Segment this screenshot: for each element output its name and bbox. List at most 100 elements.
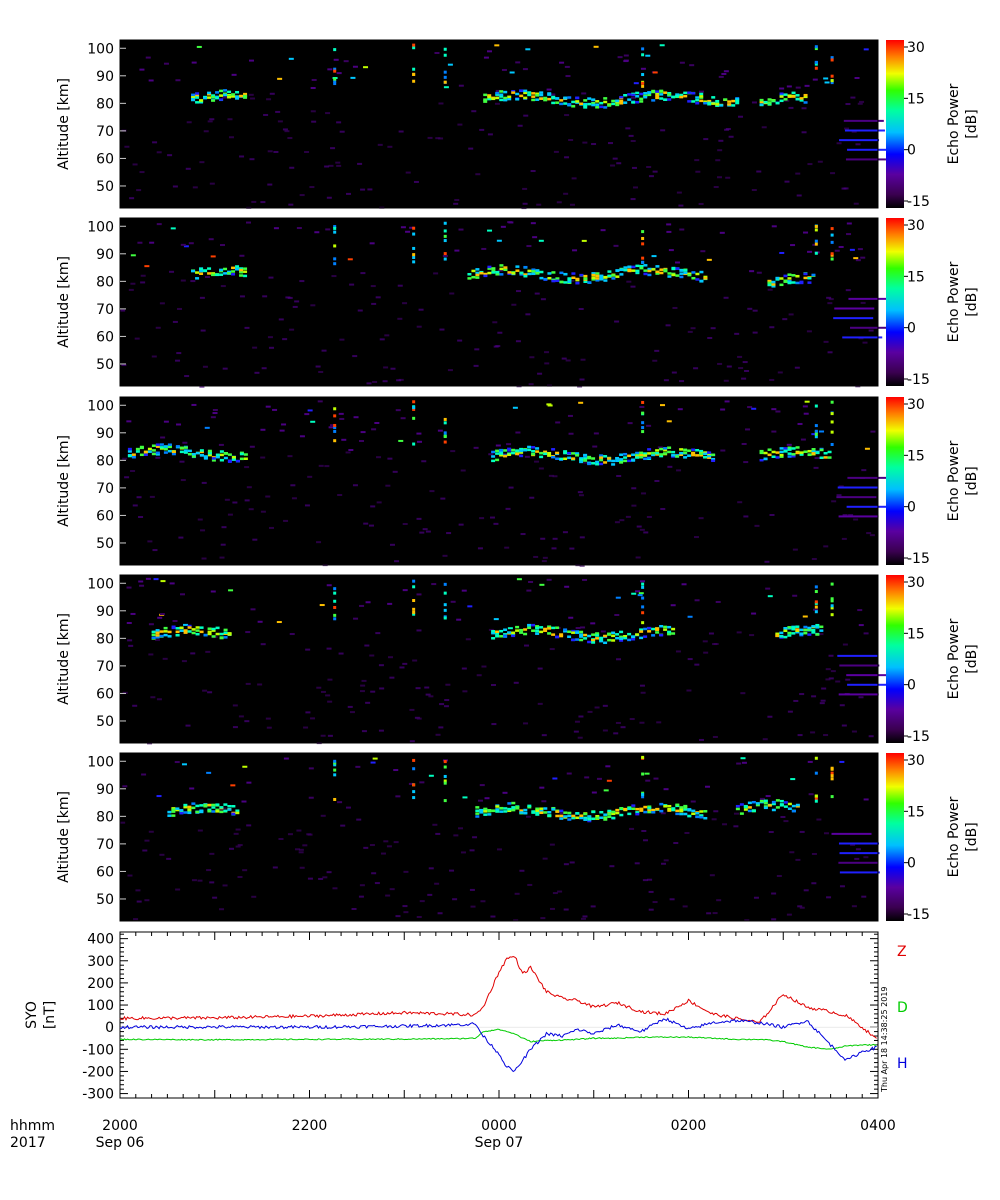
echo-layer-pixel bbox=[211, 803, 216, 807]
echo-pixel bbox=[450, 600, 456, 603]
echo-pixel bbox=[396, 379, 402, 382]
echo-layer-pixel bbox=[595, 279, 600, 282]
echo-layer-pixel bbox=[491, 271, 496, 274]
echo-pixel bbox=[250, 608, 256, 611]
echo-pixel bbox=[475, 173, 481, 176]
echo-layer-pixel bbox=[231, 266, 236, 270]
echo-layer-pixel bbox=[511, 806, 516, 809]
echo-layer-pixel bbox=[659, 447, 664, 451]
echo-pixel bbox=[689, 64, 695, 67]
echo-pixel bbox=[230, 784, 236, 787]
echo-layer-pixel bbox=[491, 269, 496, 273]
echo-layer-pixel bbox=[787, 446, 792, 450]
echo-pixel bbox=[830, 400, 834, 404]
echo-pixel bbox=[672, 306, 678, 309]
echo-pixel bbox=[333, 759, 337, 763]
y-tick-label: 70 bbox=[96, 124, 114, 140]
echo-layer-pixel bbox=[151, 452, 156, 456]
echo-layer-pixel bbox=[703, 810, 708, 813]
echo-pixel bbox=[628, 134, 634, 137]
echo-layer-pixel bbox=[531, 449, 536, 453]
echo-pixel bbox=[227, 513, 233, 516]
echo-pixel bbox=[479, 517, 485, 520]
echo-layer-pixel bbox=[135, 450, 140, 453]
echo-pixel bbox=[495, 444, 501, 447]
echo-pixel bbox=[613, 244, 619, 247]
echo-pixel bbox=[807, 250, 813, 253]
echo-layer-pixel bbox=[499, 454, 504, 457]
echo-pixel bbox=[375, 296, 381, 299]
y-tick-label: 200 bbox=[87, 976, 114, 992]
echo-layer-pixel bbox=[683, 269, 688, 272]
echo-pixel bbox=[830, 771, 834, 775]
echo-pixel bbox=[179, 460, 185, 463]
echo-layer-pixel bbox=[491, 459, 496, 463]
echo-pixel bbox=[209, 852, 215, 855]
echo-layer-pixel bbox=[559, 271, 564, 275]
echo-layer-pixel bbox=[715, 99, 720, 103]
echo-layer-pixel bbox=[807, 633, 812, 636]
echo-pixel bbox=[399, 666, 405, 669]
echo-pixel bbox=[139, 171, 145, 174]
echo-pixel bbox=[130, 254, 136, 257]
echo-layer-pixel bbox=[131, 453, 136, 456]
echo-layer-pixel bbox=[479, 811, 484, 814]
echo-layer-pixel bbox=[727, 100, 732, 103]
echo-layer-pixel bbox=[507, 809, 512, 813]
echo-layer-pixel bbox=[659, 89, 664, 93]
echo-layer-pixel bbox=[203, 633, 208, 637]
echo-pixel bbox=[676, 469, 682, 472]
echo-pixel bbox=[176, 423, 182, 426]
echo-pixel bbox=[222, 884, 228, 887]
echo-pixel bbox=[749, 634, 755, 637]
echo-pixel bbox=[846, 505, 887, 508]
echo-pixel bbox=[442, 554, 448, 557]
echo-pixel bbox=[185, 167, 191, 170]
echo-pixel bbox=[641, 421, 645, 425]
echo-layer-pixel bbox=[163, 633, 168, 637]
echo-pixel bbox=[130, 469, 136, 472]
echo-layer-pixel bbox=[163, 445, 168, 448]
echo-pixel bbox=[412, 253, 416, 257]
echo-layer-pixel bbox=[759, 451, 764, 455]
echo-pixel bbox=[263, 113, 269, 116]
echo-pixel bbox=[675, 261, 681, 264]
echo-pixel bbox=[387, 602, 393, 605]
echo-pixel bbox=[376, 456, 382, 459]
echo-layer-pixel bbox=[719, 104, 724, 107]
x-tick-label: 0000 bbox=[481, 1118, 517, 1134]
colorbar-tick-label: 15 bbox=[907, 626, 925, 642]
echo-pixel bbox=[529, 356, 535, 359]
echo-layer-pixel bbox=[223, 93, 228, 97]
echo-pixel bbox=[582, 915, 588, 918]
echo-layer-pixel bbox=[603, 106, 608, 109]
echo-pixel bbox=[188, 242, 194, 245]
echo-pixel bbox=[374, 421, 380, 424]
echo-layer-pixel bbox=[579, 635, 584, 638]
echo-pixel bbox=[855, 143, 861, 146]
echo-layer-pixel bbox=[507, 453, 512, 456]
echo-pixel bbox=[666, 420, 672, 423]
echo-layer-pixel bbox=[655, 627, 660, 630]
echo-layer-pixel bbox=[615, 269, 620, 272]
echo-layer-pixel bbox=[559, 633, 564, 636]
echo-layer-pixel bbox=[187, 811, 192, 815]
echo-pixel bbox=[443, 781, 447, 785]
echo-pixel bbox=[563, 908, 569, 911]
echo-layer-pixel bbox=[779, 804, 784, 807]
echo-pixel bbox=[180, 479, 186, 482]
echo-layer-pixel bbox=[515, 92, 520, 96]
echo-pixel bbox=[738, 115, 744, 118]
echo-layer-pixel bbox=[611, 812, 616, 816]
echo-pixel bbox=[516, 578, 522, 581]
echo-layer-pixel bbox=[791, 95, 796, 98]
echo-pixel bbox=[246, 781, 252, 784]
echo-pixel bbox=[725, 127, 731, 130]
echo-layer-pixel bbox=[239, 452, 244, 456]
echo-layer-pixel bbox=[655, 270, 660, 274]
echo-pixel bbox=[412, 767, 416, 771]
echo-pixel bbox=[355, 765, 361, 768]
echo-layer-pixel bbox=[207, 96, 212, 99]
echo-layer-pixel bbox=[611, 631, 616, 635]
echo-pixel bbox=[307, 877, 313, 880]
